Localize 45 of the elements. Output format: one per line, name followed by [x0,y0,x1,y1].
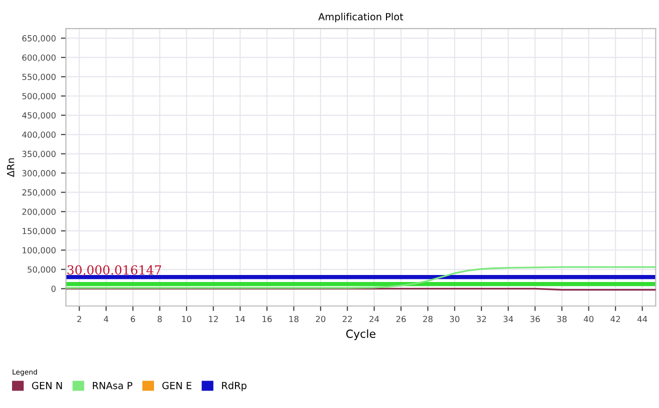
y-tick-label: 250,000 [22,189,56,196]
x-tick-label: 38 [557,316,567,322]
x-tick-label: 32 [476,316,486,322]
x-tick-label: 6 [130,316,136,322]
line-series [66,266,656,289]
legend-label: RNAsa P [92,382,132,390]
legend-label: GEN E [162,382,192,390]
x-tick-label: 24 [370,316,380,322]
x-tick-label: 2 [77,316,82,322]
x-tick-label: 44 [637,316,648,322]
x-tick-label: 22 [342,316,352,322]
y-tick-label: 550,000 [22,74,56,81]
y-tick-label: 50,000 [28,266,56,274]
x-tick-label: 26 [396,316,406,322]
y-tick-label: 450,000 [22,112,56,120]
x-tick-label: 18 [289,316,299,322]
y-tick-label: 500,000 [22,92,56,100]
x-tick-label: 12 [208,316,218,322]
y-tick-label: 600,000 [22,54,56,62]
x-tick-label: 36 [530,316,540,322]
legend-label: RdRp [222,382,246,392]
x-tick-label: 20 [316,316,326,322]
x-tick-label: 14 [236,316,245,322]
y-tick-label: 300,000 [22,170,56,178]
x-tick-label: 8 [158,316,162,322]
x-tick-label: 40 [584,316,594,322]
y-tick-label: 150,000 [22,228,56,235]
y-tick-label: 350,000 [22,150,56,158]
y-tick-label: 650,000 [22,35,56,42]
y-tick-label: 0 [51,286,56,292]
chart-title: Amplification Plot [318,12,404,22]
y-tick-label: 100,000 [22,247,56,254]
y-tick-label: 400,000 [22,132,56,139]
x-tick-label: 16 [262,316,272,322]
y-axis-title: ΔRn [7,158,14,177]
x-axis-title: Cycle [346,329,376,340]
x-tick-label: 34 [504,316,514,322]
legend-label: GEN N [32,382,62,390]
x-tick-label: 10 [182,316,192,322]
x-tick-label: 4 [104,316,108,322]
x-tick-label: 28 [423,316,433,322]
y-tick-label: 200,000 [22,208,56,216]
x-tick-label: 30 [450,316,460,322]
ref-line-label: 30,000.016147 [68,265,162,276]
x-tick-label: 42 [610,316,620,322]
